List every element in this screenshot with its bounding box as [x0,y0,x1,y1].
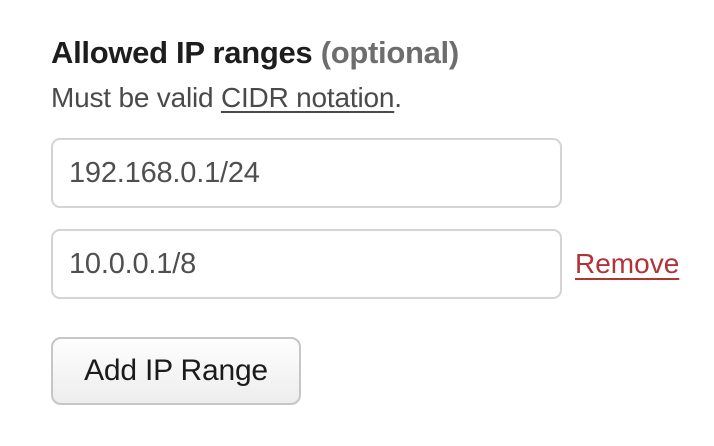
remove-ip-range-link[interactable]: Remove [575,248,680,279]
add-ip-range-button[interactable]: Add IP Range [51,337,301,405]
ip-range-row-1 [51,138,714,208]
ip-range-row-2: Remove [51,229,714,299]
helper-prefix: Must be valid [51,82,221,113]
section-heading: Allowed IP ranges (optional) [51,33,714,73]
ip-range-input-1[interactable] [51,138,562,208]
section-heading-title: Allowed IP ranges [51,35,313,70]
helper-text: Must be valid CIDR notation. [51,80,714,116]
helper-suffix: . [394,82,402,113]
ip-range-input-2[interactable] [51,229,562,299]
cidr-notation-link[interactable]: CIDR notation [220,82,395,113]
optional-label: (optional) [320,35,459,70]
